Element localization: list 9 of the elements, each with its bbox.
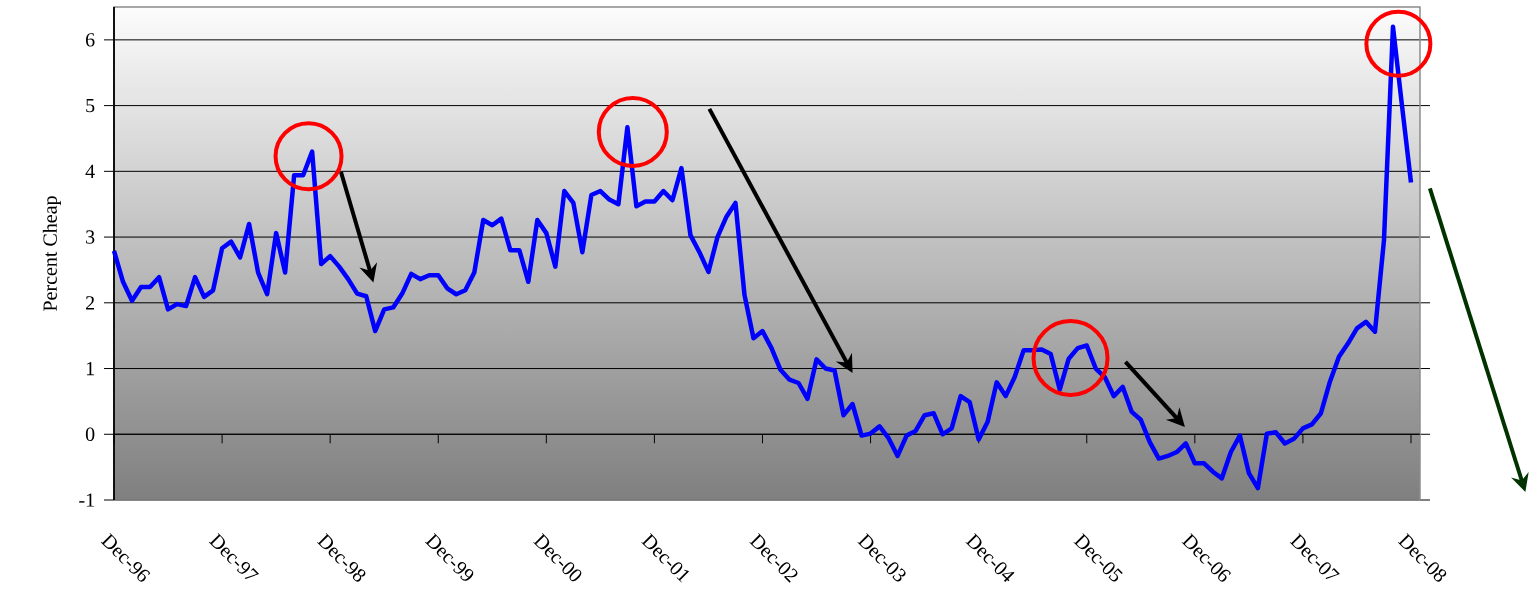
y-tick-label: 0 [85,427,95,442]
y-axis-title: Percent Cheap [42,196,61,311]
y-tick-label: -1 [79,493,94,507]
y-tick-label: 5 [86,98,95,113]
y-tick-label: 1 [86,361,94,376]
y-tick-label: 4 [85,164,95,178]
y-tick-label: 6 [85,33,95,47]
y-tick-label: 3 [86,230,95,244]
y-tick-label: 2 [86,296,95,310]
